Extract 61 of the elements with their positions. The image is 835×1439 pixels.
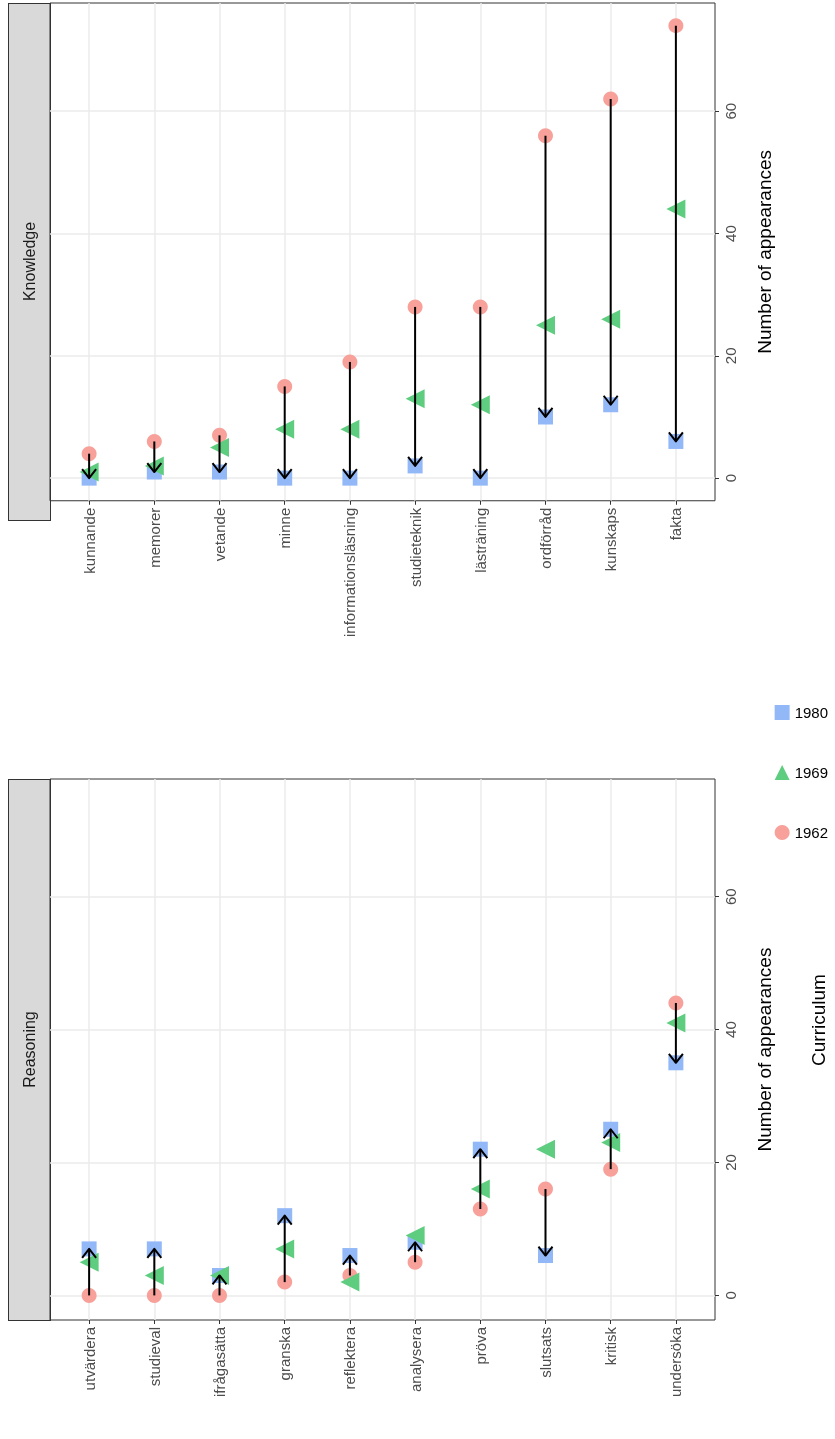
y-axis-title: Number of appearances xyxy=(754,947,775,1152)
x-tick-label: utvärdera xyxy=(80,1326,98,1391)
point xyxy=(342,354,358,370)
text: Knowledge xyxy=(20,221,38,302)
y-tick-label: 40 xyxy=(722,1021,739,1038)
x-tick-label: ifrågasätta xyxy=(211,1326,229,1398)
point xyxy=(407,299,423,315)
point xyxy=(603,91,619,107)
y-axis-title: Number of appearances xyxy=(754,149,775,354)
y-tick-label: 0 xyxy=(722,1291,739,1300)
x-tick-label: kunnande xyxy=(80,507,98,574)
x-tick-label: fakta xyxy=(667,507,685,541)
x-tick-label: lästräning xyxy=(471,507,489,573)
y-tick-label: 20 xyxy=(722,347,739,365)
point xyxy=(535,315,555,335)
x-tick-label: informationsläsning xyxy=(341,507,359,638)
legend-label: 1969 xyxy=(794,764,829,781)
point xyxy=(603,1161,619,1177)
x-tick-label: undersöka xyxy=(667,1326,685,1398)
point xyxy=(277,1274,293,1290)
point xyxy=(470,1179,490,1199)
x-tick-label: reflektera xyxy=(341,1326,359,1390)
point xyxy=(668,995,684,1011)
x-tick-label: memorer xyxy=(145,507,163,568)
point xyxy=(340,1272,360,1292)
y-tick-label: 0 xyxy=(722,473,739,483)
x-tick-label: minne xyxy=(276,507,294,549)
x-tick-label: slutsats xyxy=(536,1327,554,1378)
x-tick-label: vetande xyxy=(211,507,229,562)
point xyxy=(470,395,490,415)
x-tick-label: studieteknik xyxy=(406,507,424,587)
y-tick-label: 60 xyxy=(722,102,739,120)
point xyxy=(146,1287,162,1303)
y-tick-label: 20 xyxy=(722,1154,739,1171)
point xyxy=(146,433,162,449)
text: Reasoning xyxy=(20,1011,38,1088)
x-tick-label: analysera xyxy=(406,1326,424,1393)
legend-label: 1962 xyxy=(794,824,829,841)
x-tick-label: kunskaps xyxy=(602,507,620,572)
y-tick-label: 40 xyxy=(722,225,739,242)
point xyxy=(537,128,553,144)
point xyxy=(472,299,488,315)
x-tick-label: ordförråd xyxy=(536,507,554,569)
point xyxy=(472,1201,488,1217)
legend-label: 1980 xyxy=(794,704,829,721)
y-tick-label: 60 xyxy=(722,888,739,905)
point xyxy=(212,1287,228,1303)
x-tick-label: kritisk xyxy=(602,1326,620,1366)
point xyxy=(144,1265,164,1285)
legend-title: Curriculum xyxy=(807,974,829,1066)
point xyxy=(535,1139,555,1159)
point xyxy=(81,1287,97,1303)
point xyxy=(277,378,293,394)
point xyxy=(407,1254,423,1270)
x-tick-label: granska xyxy=(276,1326,294,1381)
point xyxy=(405,389,425,409)
point xyxy=(405,1226,425,1246)
point xyxy=(668,18,684,34)
x-tick-label: pröva xyxy=(471,1326,489,1365)
point xyxy=(81,446,97,462)
x-tick-label: studieval xyxy=(145,1327,163,1387)
